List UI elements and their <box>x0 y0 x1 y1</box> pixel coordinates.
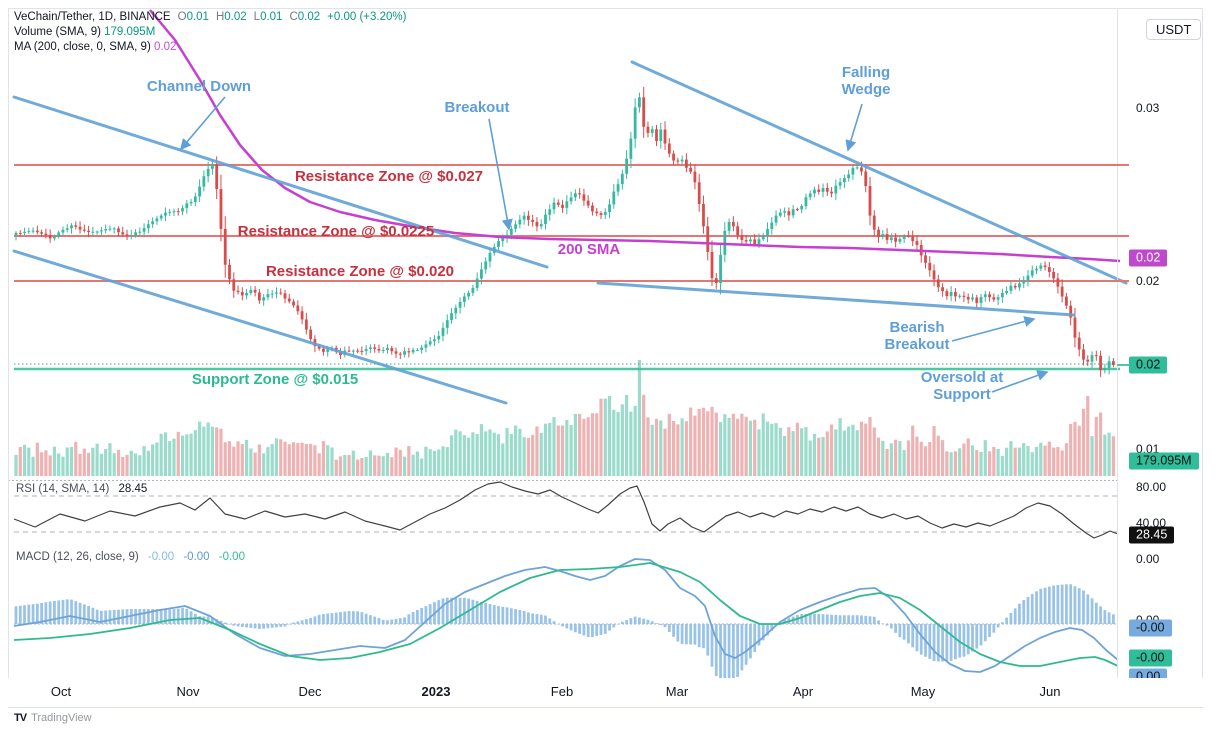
open-value: 0.01 <box>186 11 209 23</box>
rsi-indicator-value: 28.45 <box>118 483 148 495</box>
macd-indicator-title[interactable]: MACD (12, 26, close, 9) <box>16 551 139 563</box>
time-axis-label: Feb <box>550 684 574 699</box>
macd-signal-value: -0.00 <box>218 551 245 563</box>
time-axis-label: 2023 <box>421 684 451 699</box>
zone-lines-layer <box>14 164 1120 371</box>
volume-indicator-title[interactable]: Volume (SMA, 9) <box>14 26 101 38</box>
breakout-label[interactable]: Breakout <box>444 99 510 116</box>
close-label: C <box>289 11 298 23</box>
macd-histogram-layer <box>14 584 1115 687</box>
macd-legend-row[interactable]: MACD (12, 26, close, 9) -0.00 -0.00 -0.0… <box>16 551 245 563</box>
resistance-scale-tick <box>1117 235 1129 237</box>
volume-legend-row[interactable]: Volume (SMA, 9) 179.095M <box>14 25 406 39</box>
bearish-breakout-arrow[interactable] <box>951 316 1036 342</box>
rsi-indicator-title[interactable]: RSI (14, SMA, 14) <box>16 483 110 495</box>
ma-legend-row[interactable]: MA (200, close, 0, SMA, 9) 0.02 <box>14 40 406 54</box>
time-axis[interactable]: Oct Nov Dec 2023 Feb Mar Apr May Jun <box>0 678 1203 707</box>
macd-line-badge: -0.00 <box>1129 649 1172 667</box>
resistance-scale-tick <box>1117 280 1129 282</box>
resistance-0225-label[interactable]: Resistance Zone @ $0.0225 <box>237 223 435 240</box>
volume-bars-layer <box>14 360 1115 476</box>
channel-lower-line[interactable] <box>12 249 508 405</box>
volume-indicator-value: 179.095M <box>104 26 156 38</box>
low-label: L <box>253 11 261 23</box>
ma-value-badge: 0.02 <box>1129 249 1168 267</box>
wedge-upper-line[interactable] <box>630 60 1128 285</box>
symbol-title[interactable]: VeChain/Tether, 1D, BINANCE <box>14 11 171 23</box>
time-axis-label: Nov <box>176 684 200 699</box>
macd-signal-badge: 0.00 <box>1129 668 1168 678</box>
ma-indicator-value: 0.02 <box>153 41 177 53</box>
sma-200-line[interactable] <box>149 9 1121 263</box>
resistance-scale-tick <box>1117 164 1129 166</box>
candles-layer <box>14 87 1115 377</box>
close-value: 0.02 <box>297 11 321 23</box>
price-scale[interactable]: 0.030.020.0180.0040.000.000.000.020.0217… <box>1117 8 1203 678</box>
low-value: 0.01 <box>260 11 283 23</box>
time-axis-label: Apr <box>792 684 814 699</box>
currency-toggle-button[interactable]: USDT <box>1146 19 1202 40</box>
falling-wedge-label[interactable]: Falling Wedge <box>841 64 891 98</box>
ma-indicator-title[interactable]: MA (200, close, 0, SMA, 9) <box>14 41 151 53</box>
scale-label: 0.00 <box>1136 552 1160 566</box>
rsi-value-badge: 28.45 <box>1129 526 1175 544</box>
channel-upper-line[interactable] <box>12 95 549 269</box>
macd-hist-value: -0.00 <box>147 551 175 563</box>
breakout-arrow[interactable] <box>488 118 513 231</box>
scale-label: 0.02 <box>1136 274 1160 288</box>
tradingview-attribution-text: TradingView <box>31 712 92 724</box>
resistance-027-label[interactable]: Resistance Zone @ $0.027 <box>294 168 484 185</box>
last-price-badge: 0.02 <box>1129 356 1168 374</box>
tradingview-logo-icon: TV <box>14 712 27 724</box>
resistance-020-label[interactable]: Resistance Zone @ $0.020 <box>265 263 455 280</box>
bearish-breakout-label[interactable]: Bearish Breakout <box>884 319 950 353</box>
oversold-arrow[interactable] <box>991 370 1049 393</box>
high-value: 0.02 <box>224 11 247 23</box>
change-value: +0.00 (+3.20%) <box>327 11 407 23</box>
time-axis-label: Jun <box>1039 684 1061 699</box>
tradingview-attribution[interactable]: TV TradingView <box>14 712 92 724</box>
chart-legend: VeChain/Tether, 1D, BINANCE O0.01 H0.02 L0.… <box>14 10 406 55</box>
volume-value-badge: 179.095M <box>1129 452 1199 470</box>
chart-border <box>8 8 1203 708</box>
rsi-legend-row[interactable]: RSI (14, SMA, 14) 28.45 <box>16 483 147 495</box>
macd-signal-line[interactable] <box>13 562 1119 667</box>
sma-200-label[interactable]: 200 SMA <box>557 241 621 258</box>
channel-down-arrow[interactable] <box>179 96 226 151</box>
support-scale-tick <box>1117 364 1129 366</box>
falling-wedge-arrow[interactable] <box>845 103 863 152</box>
scale-label: 80.00 <box>1136 480 1167 494</box>
time-axis-label: May <box>910 684 936 699</box>
high-label: H <box>215 11 225 23</box>
time-axis-label: Dec <box>298 684 322 699</box>
wedge-lower-line[interactable] <box>596 281 1076 317</box>
scale-label: 0.03 <box>1136 101 1160 115</box>
macd-line-value: -0.00 <box>183 551 210 563</box>
open-label: O <box>177 11 187 23</box>
macd-hist-badge: -0.00 <box>1129 619 1172 637</box>
symbol-legend-row[interactable]: VeChain/Tether, 1D, BINANCE O0.01 H0.02 L0.… <box>14 10 406 24</box>
support-zone-label[interactable]: Support Zone @ $0.015 <box>191 371 359 388</box>
time-axis-label: Mar <box>665 684 689 699</box>
oversold-support-label[interactable]: Oversold at Support <box>920 369 1004 403</box>
channel-down-label[interactable]: Channel Down <box>146 78 252 95</box>
time-axis-label: Oct <box>50 684 72 699</box>
rsi-line[interactable] <box>13 481 1119 539</box>
